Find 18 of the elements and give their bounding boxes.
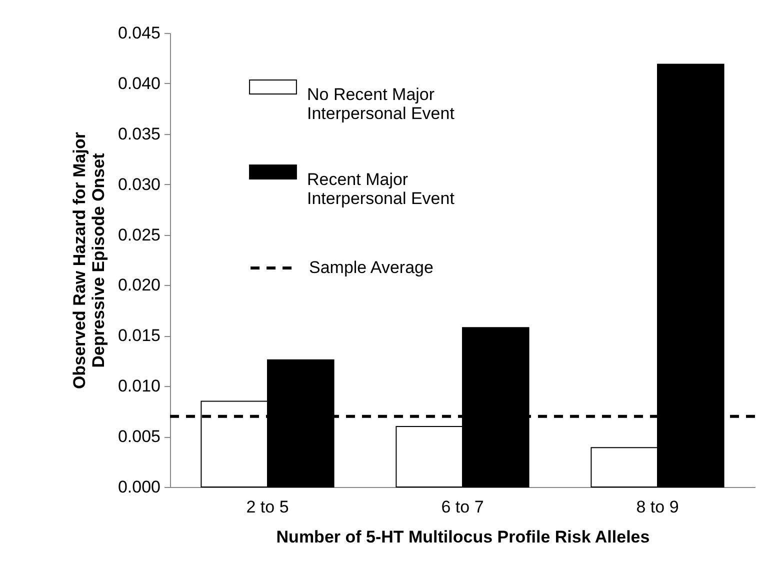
legend-label: Sample Average (309, 258, 434, 277)
x-tick-label: 2 to 5 (246, 498, 289, 516)
x-tick-label: 6 to 7 (441, 498, 484, 516)
y-tick-label: 0.040 (118, 74, 160, 93)
y-tick-label: 0.020 (118, 276, 160, 295)
legend-label: Recent Major Interpersonal Event (307, 170, 455, 208)
legend-label: No Recent Major Interpersonal Event (307, 85, 455, 123)
x-axis-title: Number of 5-HT Multilocus Profile Risk Alleles (276, 528, 650, 546)
y-axis-title: Observed Raw Hazard for Major Depressive Episode Onset (70, 132, 108, 389)
y-tick-label: 0.030 (118, 174, 160, 194)
x-tick-label: 8 to 9 (636, 498, 679, 516)
y-tick-label: 0.025 (118, 225, 160, 244)
y-tick-label: 0.005 (118, 427, 160, 446)
y-tick-label: 0.045 (118, 24, 160, 42)
y-tick-label: 0.000 (118, 478, 160, 496)
y-tick-label: 0.010 (118, 376, 160, 396)
y-tick-label: 0.015 (118, 326, 160, 346)
y-tick-label: 0.035 (118, 124, 160, 144)
